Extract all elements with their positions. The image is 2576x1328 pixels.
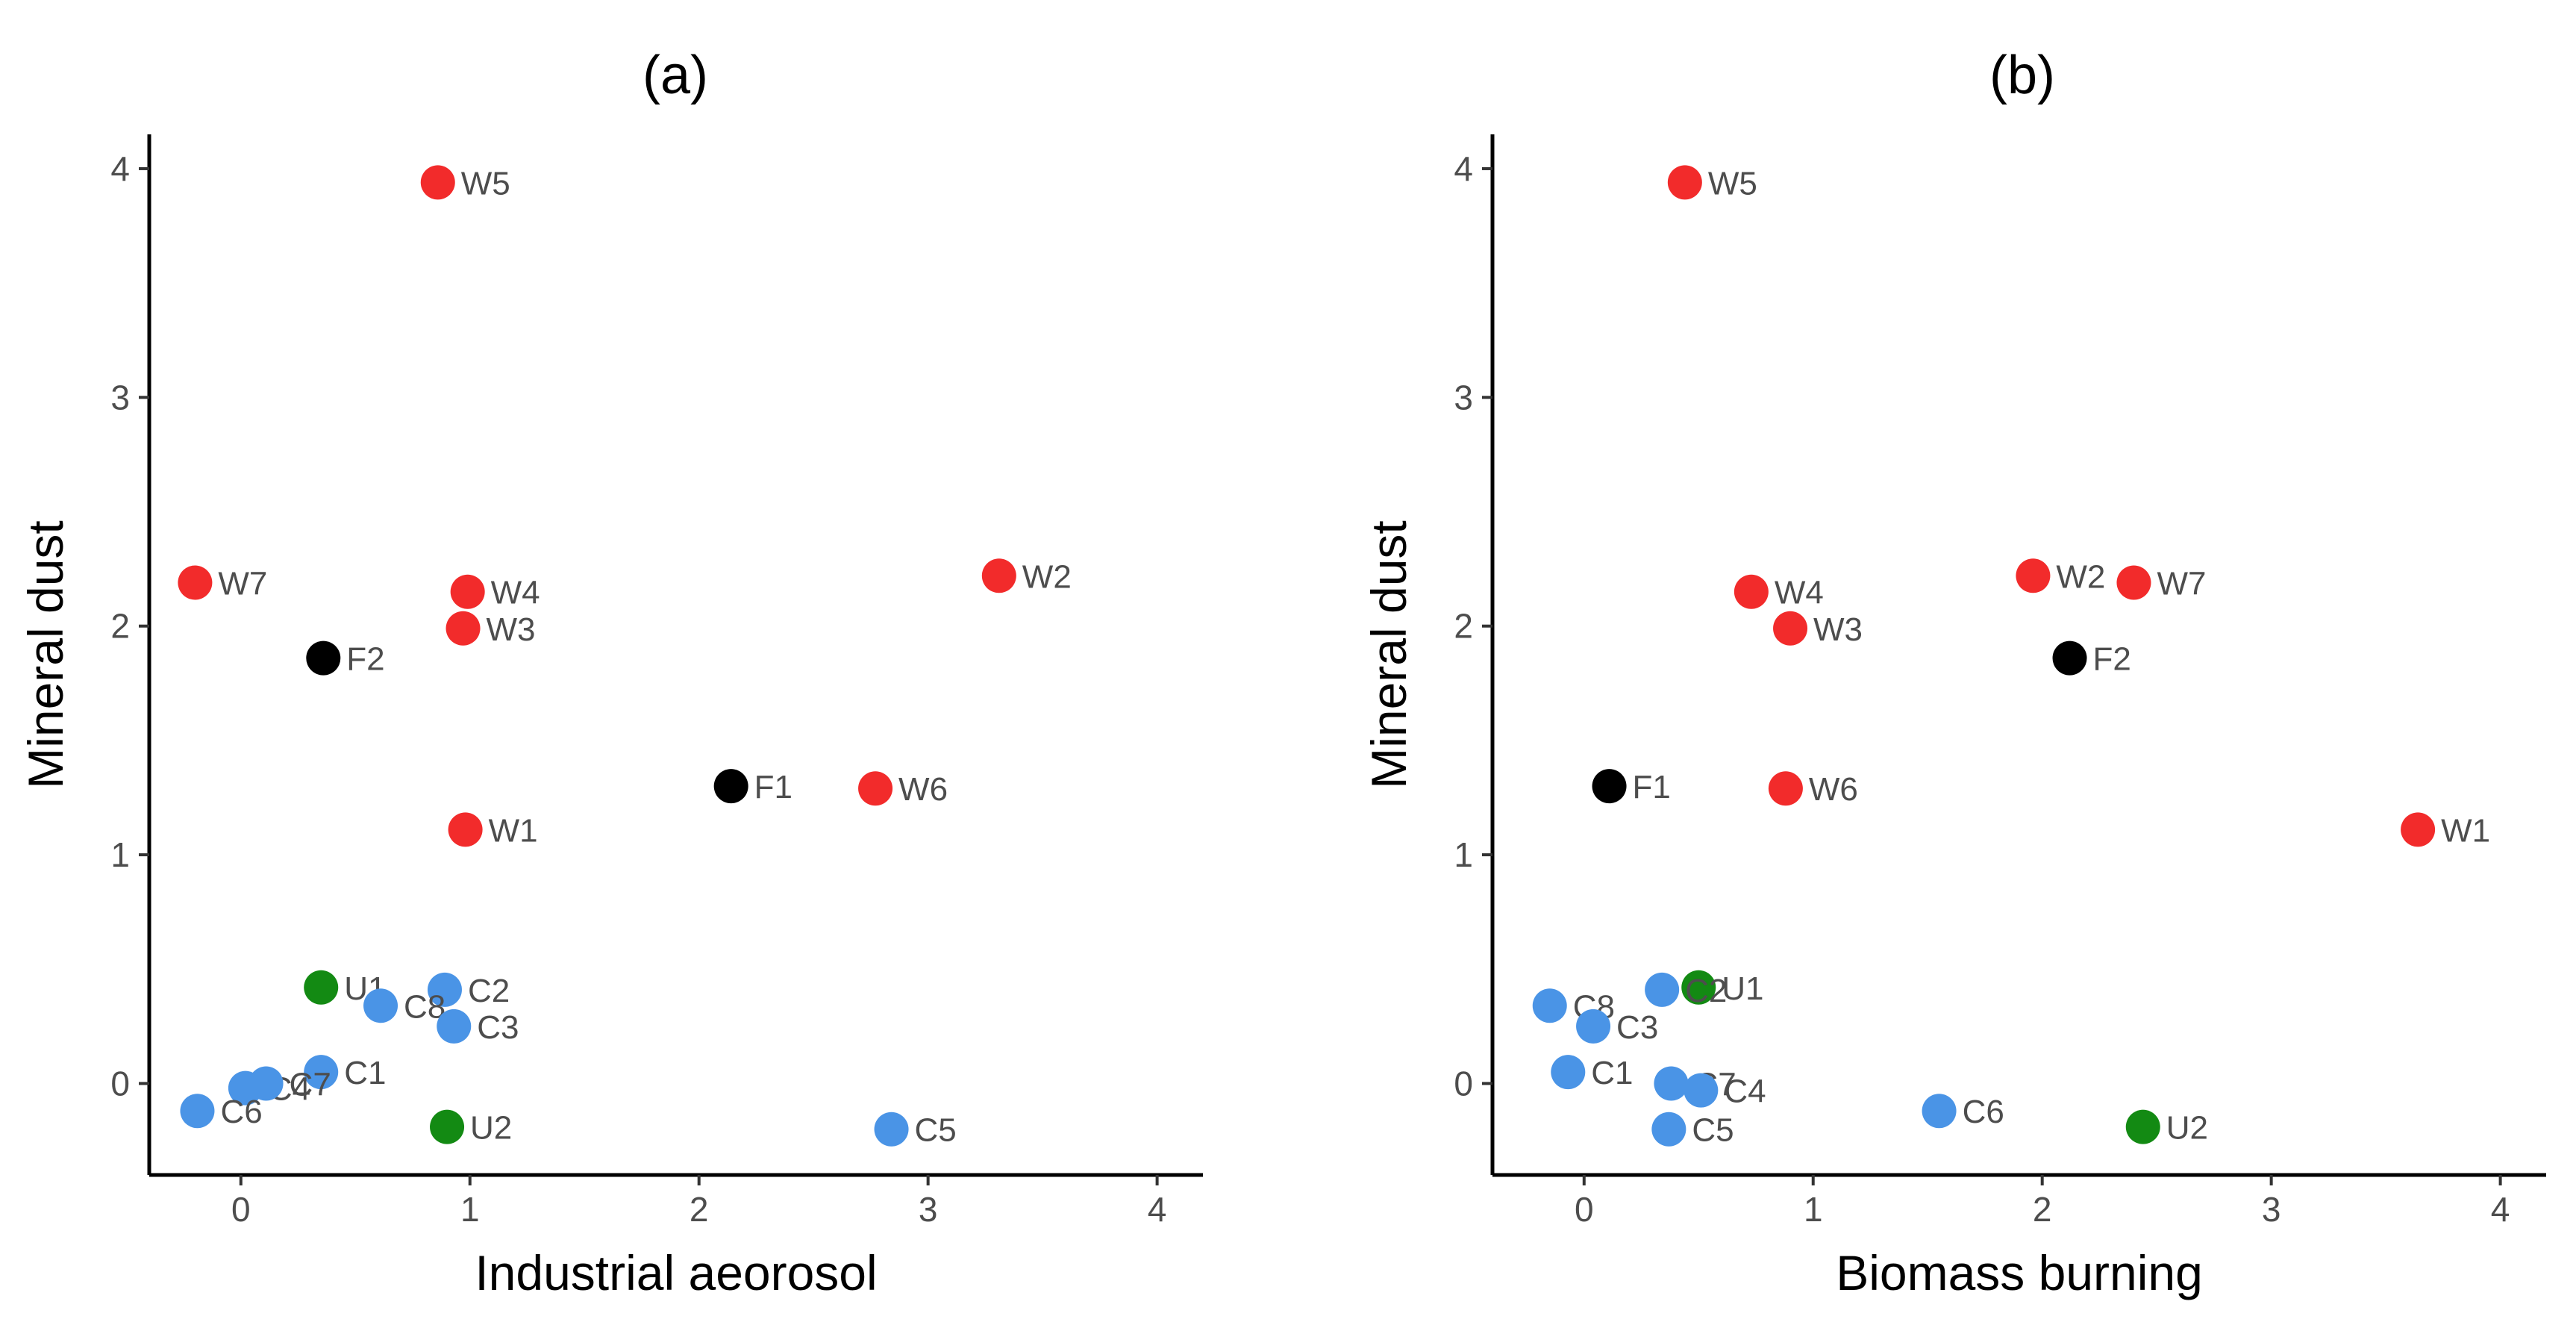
point-c6 [180, 1094, 215, 1129]
point-c8 [363, 988, 398, 1023]
point-label-w2: W2 [2056, 558, 2105, 595]
point-w2 [2016, 558, 2051, 593]
point-label-c6: C6 [1963, 1094, 2004, 1130]
point-label-c3: C3 [477, 1009, 519, 1046]
point-label-f1: F1 [754, 769, 793, 805]
point-label-w6: W6 [898, 771, 948, 808]
y-tick-label: 0 [110, 1064, 130, 1103]
point-label-w1: W1 [489, 812, 538, 849]
point-label-w6: W6 [1809, 771, 1858, 808]
point-label-w2: W2 [1022, 558, 1072, 595]
point-f1 [1592, 769, 1627, 804]
point-u1 [1681, 970, 1716, 1005]
point-w7 [178, 565, 213, 600]
y-tick-label: 0 [1454, 1064, 1473, 1103]
point-label-w3: W3 [1813, 611, 1863, 648]
point-c4 [1684, 1073, 1719, 1108]
point-u2 [430, 1109, 465, 1144]
point-c7 [248, 1066, 284, 1101]
y-tick-label: 1 [110, 835, 130, 874]
point-w4 [450, 574, 485, 609]
point-label-f2: F2 [346, 641, 384, 678]
x-tick-label: 0 [231, 1190, 251, 1229]
point-w1 [2401, 812, 2436, 847]
panel-a: (a) 0 1 2 3 4 0 1 2 3 4 Industrial aeorosol Mineral … [18, 46, 1203, 1300]
point-label-w4: W4 [491, 575, 540, 611]
point-label-w1: W1 [2441, 812, 2490, 849]
x-tick-label: 1 [460, 1190, 480, 1229]
point-w6 [858, 771, 893, 806]
y-tick-label: 2 [110, 607, 130, 646]
point-c5 [1651, 1112, 1686, 1147]
point-label-c1: C1 [344, 1055, 386, 1091]
point-c1 [1551, 1055, 1586, 1090]
point-c6 [1922, 1094, 1957, 1129]
panel-b: (b) 0 1 2 3 4 0 1 2 3 4 Biomass burning Mineral dust… [1361, 46, 2546, 1300]
point-label-c2: C2 [468, 973, 510, 1009]
point-label-c2: C2 [1685, 973, 1727, 1009]
point-u1 [304, 970, 339, 1005]
point-label-w4: W4 [1775, 575, 1824, 611]
point-f2 [2052, 640, 2087, 676]
y-axis-title: Mineral dust [1361, 520, 1416, 789]
point-w4 [1734, 574, 1769, 609]
point-label-w5: W5 [461, 165, 510, 202]
point-label-c5: C5 [1692, 1112, 1734, 1149]
point-label-w7: W7 [2157, 565, 2206, 602]
y-tick-label: 1 [1454, 835, 1473, 874]
point-f2 [306, 640, 341, 676]
x-tick-label: 3 [919, 1190, 938, 1229]
point-label-u2: U2 [2166, 1110, 2208, 1147]
point-w5 [1667, 165, 1702, 200]
point-label-u1: U1 [1722, 970, 1763, 1007]
point-w5 [420, 165, 455, 200]
point-label-c1: C1 [1591, 1055, 1633, 1091]
point-u2 [2125, 1109, 2160, 1144]
point-label-c6: C6 [220, 1094, 262, 1130]
point-c3 [437, 1009, 472, 1044]
point-c5 [874, 1112, 909, 1147]
point-label-w5: W5 [1708, 165, 1757, 202]
point-c8 [1532, 988, 1567, 1023]
point-label-f1: F1 [1633, 769, 1671, 805]
point-w1 [448, 812, 483, 847]
point-c3 [1576, 1009, 1611, 1044]
point-label-w7: W7 [218, 565, 267, 602]
point-c2 [427, 972, 462, 1007]
point-w3 [1773, 611, 1808, 646]
y-axis-title: Mineral dust [18, 520, 73, 789]
point-label-c7: C7 [290, 1066, 331, 1103]
x-tick-label: 2 [690, 1190, 709, 1229]
panel-title: (a) [643, 46, 708, 105]
x-tick-label: 0 [1575, 1190, 1594, 1229]
y-tick-label: 4 [1454, 149, 1473, 188]
point-label-c5: C5 [915, 1112, 957, 1149]
point-c1 [304, 1055, 339, 1090]
x-axis-title: Industrial aeorosol [475, 1245, 877, 1300]
x-tick-label: 4 [2491, 1190, 2510, 1229]
x-tick-label: 1 [1804, 1190, 1823, 1229]
x-tick-label: 4 [1148, 1190, 1167, 1229]
point-c2 [1645, 972, 1680, 1007]
point-label-w3: W3 [487, 611, 536, 648]
point-w6 [1768, 771, 1803, 806]
point-c7 [1654, 1066, 1689, 1101]
y-tick-label: 3 [1454, 378, 1473, 417]
point-label-c4: C4 [1724, 1073, 1766, 1110]
y-tick-label: 4 [110, 149, 130, 188]
panel-title: (b) [1989, 46, 2055, 105]
x-axis-title: Biomass burning [1836, 1245, 2203, 1300]
point-w2 [981, 558, 1016, 593]
point-label-c3: C3 [1616, 1009, 1658, 1046]
x-tick-label: 2 [2033, 1190, 2052, 1229]
point-label-f2: F2 [2093, 641, 2131, 678]
y-tick-label: 2 [1454, 607, 1473, 646]
point-w7 [2116, 565, 2151, 600]
y-tick-label: 3 [110, 378, 130, 417]
x-tick-label: 3 [2262, 1190, 2281, 1229]
point-label-u2: U2 [470, 1110, 512, 1147]
point-w3 [446, 611, 481, 646]
point-f1 [713, 769, 748, 804]
